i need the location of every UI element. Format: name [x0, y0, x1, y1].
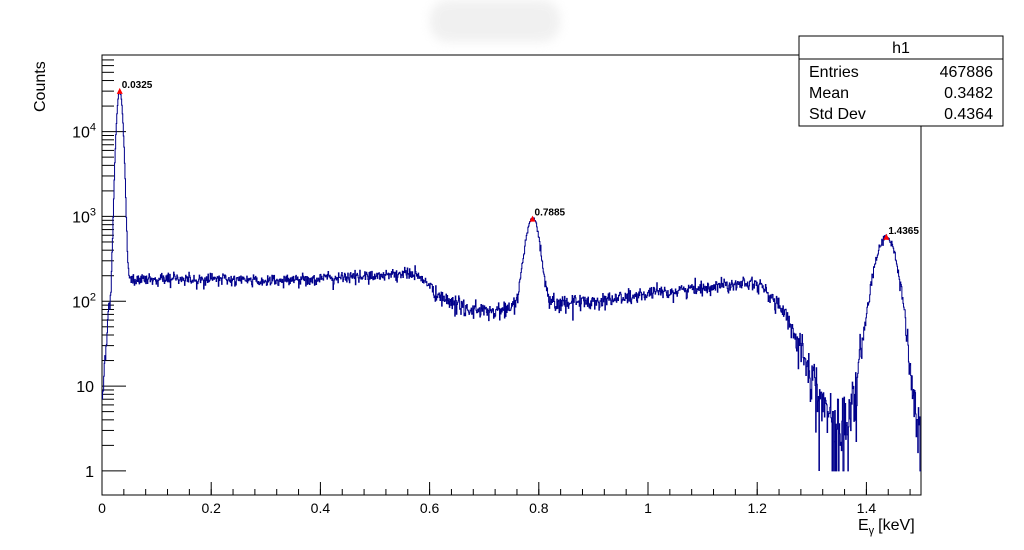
peak-marker — [883, 233, 890, 240]
y-tick-exponent: 2 — [90, 291, 96, 303]
y-tick-base: 1 — [85, 464, 94, 481]
y-tick-base: 10 — [76, 379, 94, 396]
x-axis-ticks: 0 0.2 0.4 0.6 0.8 1 1.2 1.4 — [98, 482, 911, 516]
x-axis-label-main: E — [858, 517, 869, 534]
y-tick-base: 10 — [72, 125, 90, 142]
x-tick-label: 0.8 — [529, 500, 549, 516]
x-tick-label: 0.4 — [311, 500, 331, 516]
x-tick-label: 1.2 — [747, 500, 767, 516]
histogram-series — [102, 90, 921, 472]
y-tick-label: 103 — [72, 206, 96, 226]
y-tick-base: 10 — [72, 294, 90, 311]
x-tick-label: 1.4 — [857, 500, 877, 516]
redacted-title-area — [430, 0, 560, 42]
x-tick-label: 0.2 — [201, 500, 221, 516]
peak-markers: 0.0325 0.7885 1.4365 — [116, 80, 919, 240]
stats-box: h1 Entries 467886 Mean 0.3482 Std Dev 0.… — [798, 35, 1004, 127]
peak-marker — [529, 215, 536, 222]
stats-title: h1 — [892, 40, 910, 57]
stats-mean-label: Mean — [809, 85, 849, 102]
stats-stddev-label: Std Dev — [809, 106, 866, 123]
y-tick-label: 1 — [85, 464, 94, 481]
x-axis-label-sub: γ — [869, 525, 875, 537]
peak-label: 0.0325 — [122, 80, 153, 91]
y-axis-label: Counts — [32, 61, 49, 112]
x-tick-label: 1 — [644, 500, 652, 516]
x-axis-label: Eγ [keV] — [858, 517, 915, 537]
peak-marker — [116, 87, 123, 94]
x-axis-label-unit: [keV] — [878, 517, 914, 534]
y-tick-exponent: 3 — [90, 206, 96, 218]
y-tick-label: 10 — [76, 379, 94, 396]
plot-frame — [101, 54, 922, 496]
stats-entries-label: Entries — [809, 64, 859, 81]
y-tick-exponent: 4 — [90, 122, 96, 134]
x-tick-label: 0.6 — [420, 500, 440, 516]
stats-stddev-value: 0.4364 — [944, 106, 993, 123]
peak-label: 0.7885 — [535, 208, 566, 219]
y-tick-label: 104 — [72, 122, 96, 142]
x-tick-label: 0 — [98, 500, 106, 516]
peak-label: 1.4365 — [888, 226, 919, 237]
stats-entries-value: 467886 — [940, 64, 993, 81]
stats-mean-value: 0.3482 — [944, 85, 993, 102]
y-tick-base: 10 — [72, 209, 90, 226]
y-tick-label: 102 — [72, 291, 96, 311]
